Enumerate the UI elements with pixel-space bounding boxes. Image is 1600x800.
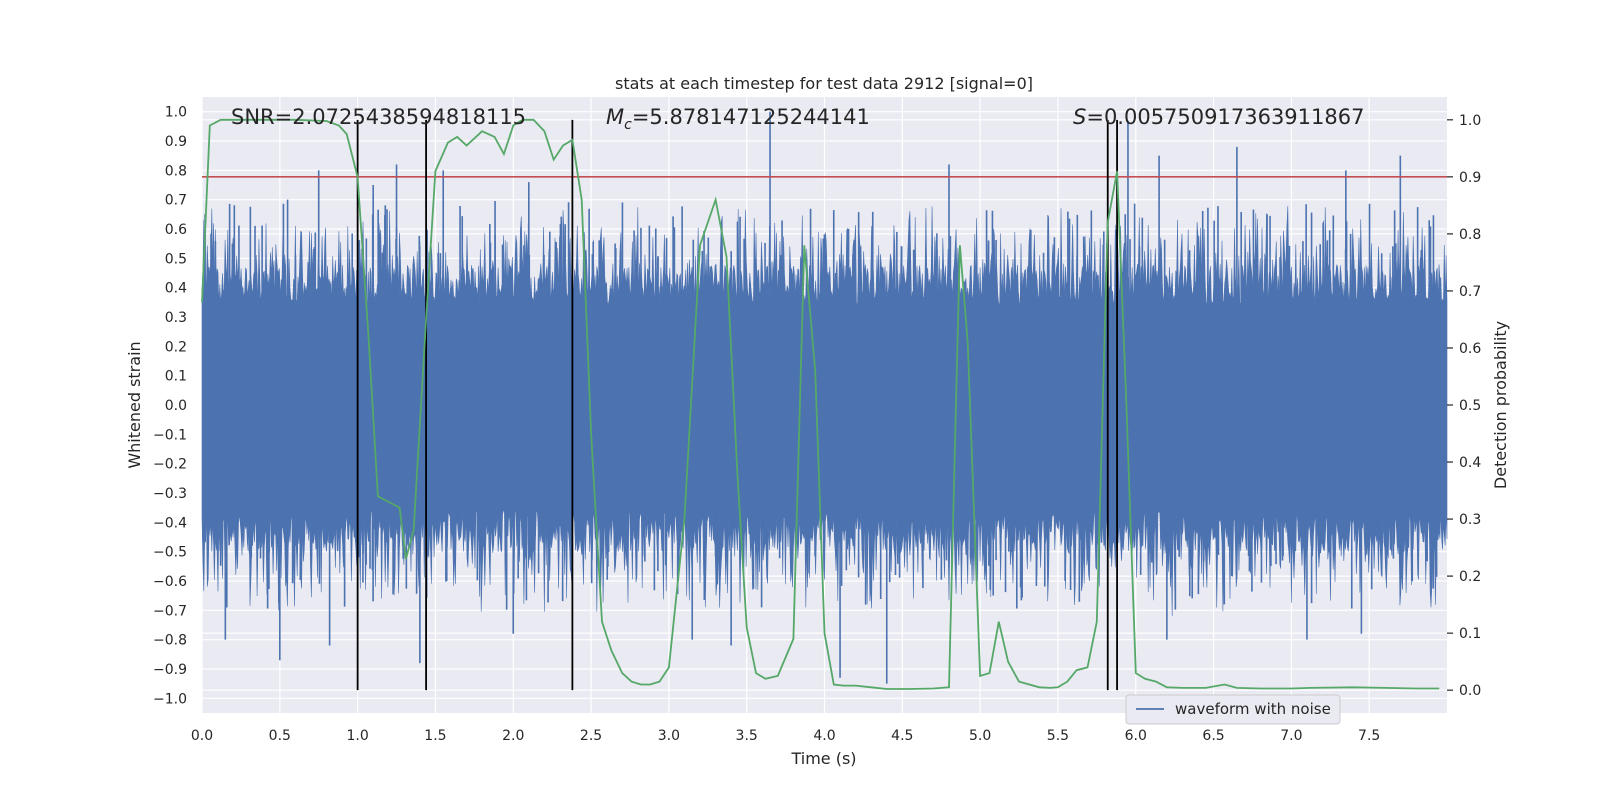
y-tick-label: 0.5 (165, 251, 187, 267)
y-tick-label: 1.0 (165, 105, 187, 121)
x-tick-label: 7.5 (1358, 728, 1380, 744)
y2-axis-ticks: 1.0 0.9 0.8 0.7 0.6 0.5 0.4 0.3 0.2 0.1 0.0 (1447, 113, 1481, 699)
detection-probability-line (201, 118, 1440, 690)
x-tick-label: 3.5 (736, 728, 758, 744)
y-tick-label: 0.1 (165, 369, 187, 385)
x-axis-label: Time (s) (790, 749, 856, 768)
s-value: =0.005750917363911867 (1086, 105, 1364, 129)
x-tick-label: 5.0 (969, 728, 991, 744)
y-tick-label: −0.7 (153, 603, 187, 619)
chirp-mass-symbol: M (606, 105, 624, 129)
y2-axis-label: Detection probability (1491, 321, 1510, 489)
x-tick-label: 7.0 (1280, 728, 1302, 744)
chirp-mass-subscript: c (624, 117, 632, 133)
y2-tick-label: 0.7 (1459, 284, 1481, 300)
snr-annotation: SNR=2.0725438594818115 (231, 105, 526, 129)
x-tick-label: 5.5 (1047, 728, 1069, 744)
y-tick-label: 0.8 (165, 163, 187, 179)
waveform-spikes (204, 111, 1438, 684)
y-tick-label: 0.6 (165, 222, 187, 238)
y2-tick-label: 0.6 (1459, 341, 1481, 357)
legend: waveform with noise (1125, 694, 1341, 725)
chirp-mass-annotation: Mc=5.878147125244141 (606, 105, 870, 133)
s-symbol: S (1073, 105, 1086, 129)
y2-tick-label: 1.0 (1459, 113, 1481, 129)
y-tick-label: 0.3 (165, 310, 187, 326)
y-tick-label: −0.9 (153, 662, 187, 678)
y-tick-label: −0.4 (153, 515, 187, 531)
y2-tick-label: 0.4 (1459, 455, 1481, 471)
x-tick-label: 1.0 (346, 728, 368, 744)
y-tick-label: 0.2 (165, 339, 187, 355)
y-axis-ticks: 1.0 0.9 0.8 0.7 0.6 0.5 0.4 0.3 0.2 0.1 0.0 −0.1 −0.… (153, 105, 187, 708)
y-tick-label: −0.8 (153, 633, 187, 649)
s-annotation: S=0.005750917363911867 (1073, 105, 1364, 129)
y2-tick-label: 0.5 (1459, 398, 1481, 414)
y-tick-label: −0.6 (153, 574, 187, 590)
y-axis-label: Whitened strain (125, 341, 144, 468)
chart-title: stats at each timestep for test data 291… (615, 74, 1033, 93)
y2-tick-label: 0.8 (1459, 227, 1481, 243)
x-tick-label: 3.0 (658, 728, 680, 744)
y-tick-label: −0.3 (153, 486, 187, 502)
y2-tick-label: 0.9 (1459, 170, 1481, 186)
x-tick-label: 0.0 (191, 728, 213, 744)
y-tick-label: −0.1 (153, 427, 187, 443)
x-tick-label: 6.5 (1202, 728, 1224, 744)
y2-tick-label: 0.0 (1459, 683, 1481, 699)
legend-label: waveform with noise (1175, 700, 1331, 718)
legend-box (1125, 694, 1341, 725)
y-tick-label: −1.0 (153, 691, 187, 707)
x-tick-label: 1.5 (424, 728, 446, 744)
x-tick-label: 2.5 (580, 728, 602, 744)
y-tick-label: −0.2 (153, 457, 187, 473)
y-tick-label: 0.0 (165, 398, 187, 414)
y-tick-label: 0.7 (165, 193, 187, 209)
y2-tick-label: 0.2 (1459, 569, 1481, 585)
x-tick-label: 4.5 (891, 728, 913, 744)
y-tick-label: 0.4 (165, 281, 187, 297)
x-tick-label: 2.0 (502, 728, 524, 744)
x-axis-ticks: 0.0 0.5 1.0 1.5 2.0 2.5 3.0 3.5 4.0 4.5 5.0 5.5 6.0 6… (191, 728, 1380, 744)
y2-tick-label: 0.3 (1459, 512, 1481, 528)
chirp-mass-value: =5.878147125244141 (632, 105, 870, 129)
x-tick-label: 4.0 (813, 728, 835, 744)
x-tick-label: 0.5 (269, 728, 291, 744)
y-tick-label: 0.9 (165, 134, 187, 150)
x-tick-label: 6.0 (1125, 728, 1147, 744)
y2-tick-label: 0.1 (1459, 626, 1481, 642)
detection-vertical-lines (356, 119, 1118, 691)
y-tick-label: −0.5 (153, 545, 187, 561)
